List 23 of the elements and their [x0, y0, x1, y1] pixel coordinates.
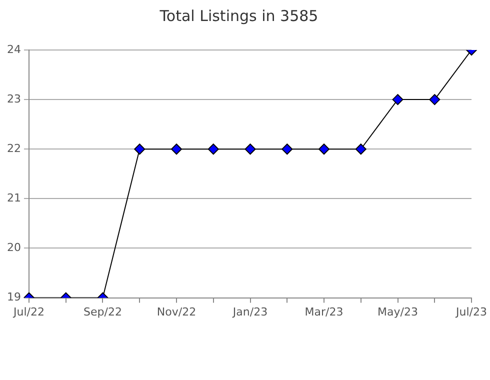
point	[429, 94, 440, 106]
x-tick-label: Jul/22	[12, 305, 44, 318]
y-tick-label: 22	[6, 142, 21, 155]
point	[282, 144, 293, 155]
x-tick-label: Nov/22	[156, 305, 196, 318]
point	[318, 144, 330, 155]
point	[208, 144, 219, 155]
point	[171, 144, 182, 155]
y-tick-label: 24	[6, 42, 21, 56]
chart-title: Total Listings in 3585	[158, 6, 318, 25]
x-tick-label: Jul/23	[455, 305, 488, 318]
point	[244, 144, 256, 155]
y-tick-label: 19	[6, 290, 21, 304]
y-tick-label: 21	[6, 192, 21, 205]
point	[134, 144, 146, 155]
x-tick-label: Jan/23	[232, 305, 268, 318]
point	[355, 144, 366, 155]
point	[392, 94, 404, 106]
y-tick-label: 23	[6, 92, 21, 106]
x-tick-label: May/23	[378, 305, 418, 318]
y-tick-label: 20	[6, 241, 21, 254]
x-tick-label: Sep/22	[84, 305, 122, 318]
x-tick-label: Mar/23	[304, 305, 344, 318]
